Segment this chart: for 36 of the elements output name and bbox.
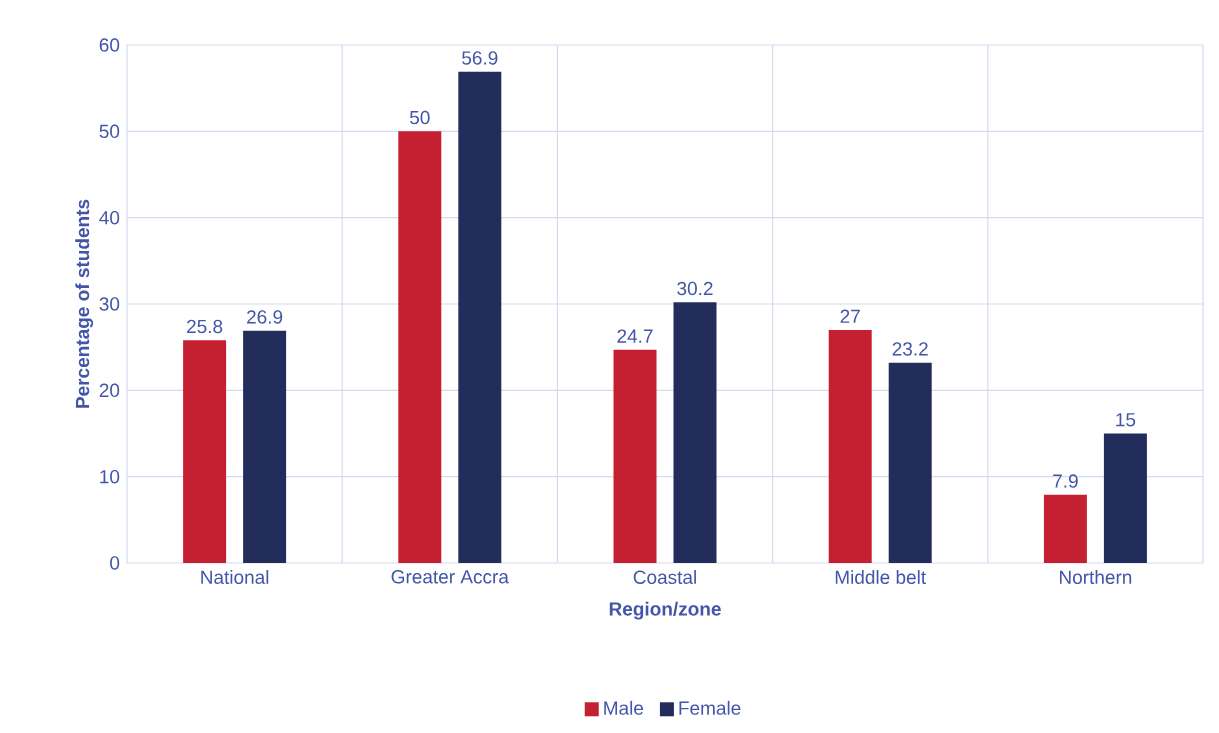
x-tick-label: Middle belt <box>835 570 926 585</box>
y-tick-label: 30 <box>99 297 120 311</box>
y-tick-label: 60 <box>99 38 120 52</box>
legend-label: Female <box>679 700 741 715</box>
legend-label: Male <box>604 700 644 715</box>
bar <box>458 71 502 563</box>
data-label: 27 <box>840 309 860 323</box>
y-tick-label: 0 <box>110 556 120 570</box>
x-tick-label: Coastal <box>633 570 696 585</box>
bar <box>673 302 717 563</box>
y-tick-label: 50 <box>99 124 120 139</box>
data-label: 7.9 <box>1053 474 1078 488</box>
y-tick-label: 20 <box>99 383 120 398</box>
y-tick-label: 10 <box>100 469 120 484</box>
bar <box>613 349 657 563</box>
data-label: 26.9 <box>247 310 283 324</box>
x-tick-label: National <box>201 570 269 585</box>
data-label: 30.2 <box>677 281 713 296</box>
bar <box>243 330 287 563</box>
data-label: 25.8 <box>187 319 223 334</box>
data-label: 50 <box>409 110 430 125</box>
bar <box>888 362 932 563</box>
x-tick-label: Greater Accra <box>391 570 509 584</box>
bar <box>1103 433 1147 563</box>
y-tick-label: 40 <box>99 210 120 225</box>
bar <box>1043 494 1087 563</box>
data-label: 56.9 <box>462 51 498 65</box>
x-axis-title: Region/zone <box>609 601 721 620</box>
bar <box>398 131 442 563</box>
data-label: 23.2 <box>892 342 928 356</box>
bar <box>183 340 227 563</box>
data-label: 15 <box>1116 413 1136 427</box>
y-axis-title: Percentage of students <box>75 199 94 408</box>
x-tick-label: Northern <box>1060 570 1132 585</box>
data-label: 24.7 <box>617 329 653 343</box>
bar <box>828 329 872 563</box>
